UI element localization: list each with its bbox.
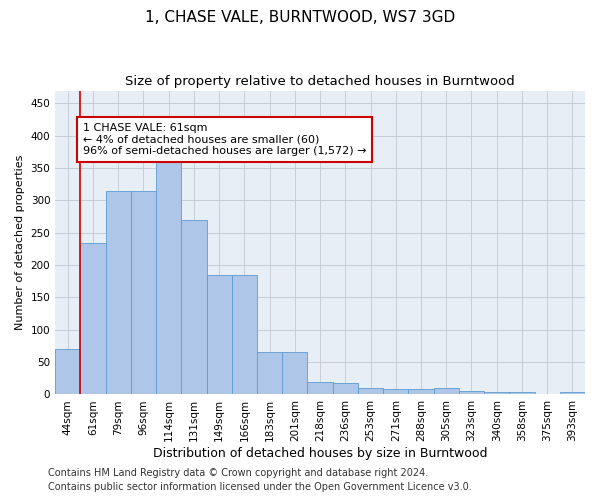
Bar [434, 388, 459, 394]
Bar [80, 242, 106, 394]
Bar [106, 191, 131, 394]
Bar [560, 392, 585, 394]
Bar [131, 191, 156, 394]
Bar [332, 383, 358, 394]
Bar [307, 382, 332, 394]
X-axis label: Distribution of detached houses by size in Burntwood: Distribution of detached houses by size … [153, 447, 487, 460]
Bar [181, 220, 206, 394]
Bar [484, 392, 509, 394]
Bar [156, 155, 181, 394]
Bar [55, 349, 80, 395]
Text: 1, CHASE VALE, BURNTWOOD, WS7 3GD: 1, CHASE VALE, BURNTWOOD, WS7 3GD [145, 10, 455, 25]
Bar [409, 390, 434, 394]
Text: 1 CHASE VALE: 61sqm
← 4% of detached houses are smaller (60)
96% of semi-detache: 1 CHASE VALE: 61sqm ← 4% of detached hou… [83, 123, 367, 156]
Text: Contains HM Land Registry data © Crown copyright and database right 2024.
Contai: Contains HM Land Registry data © Crown c… [48, 468, 472, 492]
Y-axis label: Number of detached properties: Number of detached properties [15, 155, 25, 330]
Bar [383, 390, 409, 394]
Bar [206, 275, 232, 394]
Bar [257, 352, 282, 395]
Bar [358, 388, 383, 394]
Bar [509, 392, 535, 394]
Bar [282, 352, 307, 395]
Bar [232, 275, 257, 394]
Bar [459, 391, 484, 394]
Title: Size of property relative to detached houses in Burntwood: Size of property relative to detached ho… [125, 75, 515, 88]
